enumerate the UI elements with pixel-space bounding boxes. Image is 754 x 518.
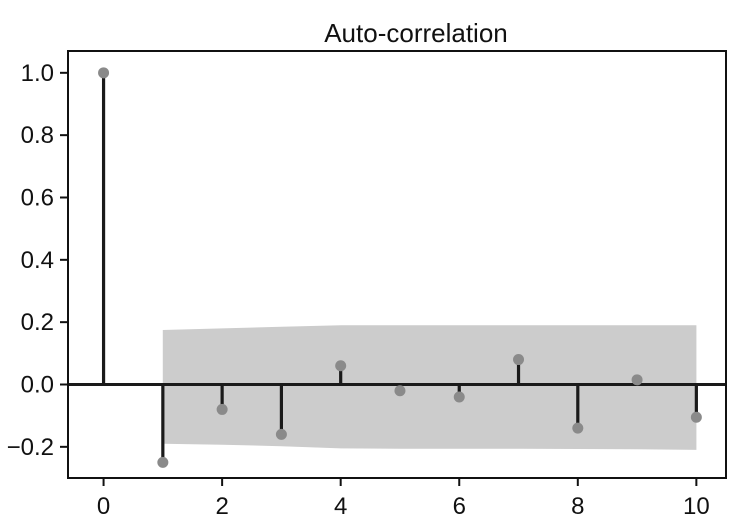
y-tick-label: −0.2 — [7, 434, 54, 461]
marker-lag-4 — [335, 360, 347, 372]
y-tick-label: 0.2 — [21, 309, 54, 336]
x-tick-label: 0 — [97, 493, 110, 518]
marker-lag-6 — [453, 391, 465, 403]
y-tick-label: 0.0 — [21, 371, 54, 398]
marker-lag-1 — [157, 456, 169, 468]
y-tick-label: 0.4 — [21, 247, 54, 274]
marker-lag-0 — [98, 67, 110, 79]
x-tick-label: 6 — [453, 493, 466, 518]
marker-lag-7 — [513, 354, 525, 366]
plot-frame — [67, 50, 727, 479]
marker-lag-3 — [275, 428, 287, 440]
marker-lag-8 — [572, 422, 584, 434]
chart-title: Auto-correlation — [324, 18, 508, 48]
marker-lag-9 — [631, 374, 643, 386]
x-tick-label: 4 — [334, 493, 347, 518]
y-tick-label: 0.6 — [21, 184, 54, 211]
marker-lag-10 — [690, 411, 702, 423]
y-tick-label: 0.8 — [21, 122, 54, 149]
stems-layer — [101, 72, 698, 463]
y-tick-label: 1.0 — [21, 60, 54, 87]
x-tick-label: 10 — [683, 493, 710, 518]
marker-lag-2 — [216, 403, 228, 415]
markers-layer — [98, 67, 702, 468]
x-axis: 0 2 4 6 8 10 — [97, 478, 710, 518]
x-tick-label: 8 — [571, 493, 584, 518]
confidence-band-layer — [162, 325, 697, 450]
confidence-band — [162, 325, 697, 450]
y-axis: 1.0 0.8 0.6 0.4 0.2 0.0 −0.2 — [7, 60, 68, 461]
x-tick-label: 2 — [215, 493, 228, 518]
marker-lag-5 — [394, 385, 406, 397]
